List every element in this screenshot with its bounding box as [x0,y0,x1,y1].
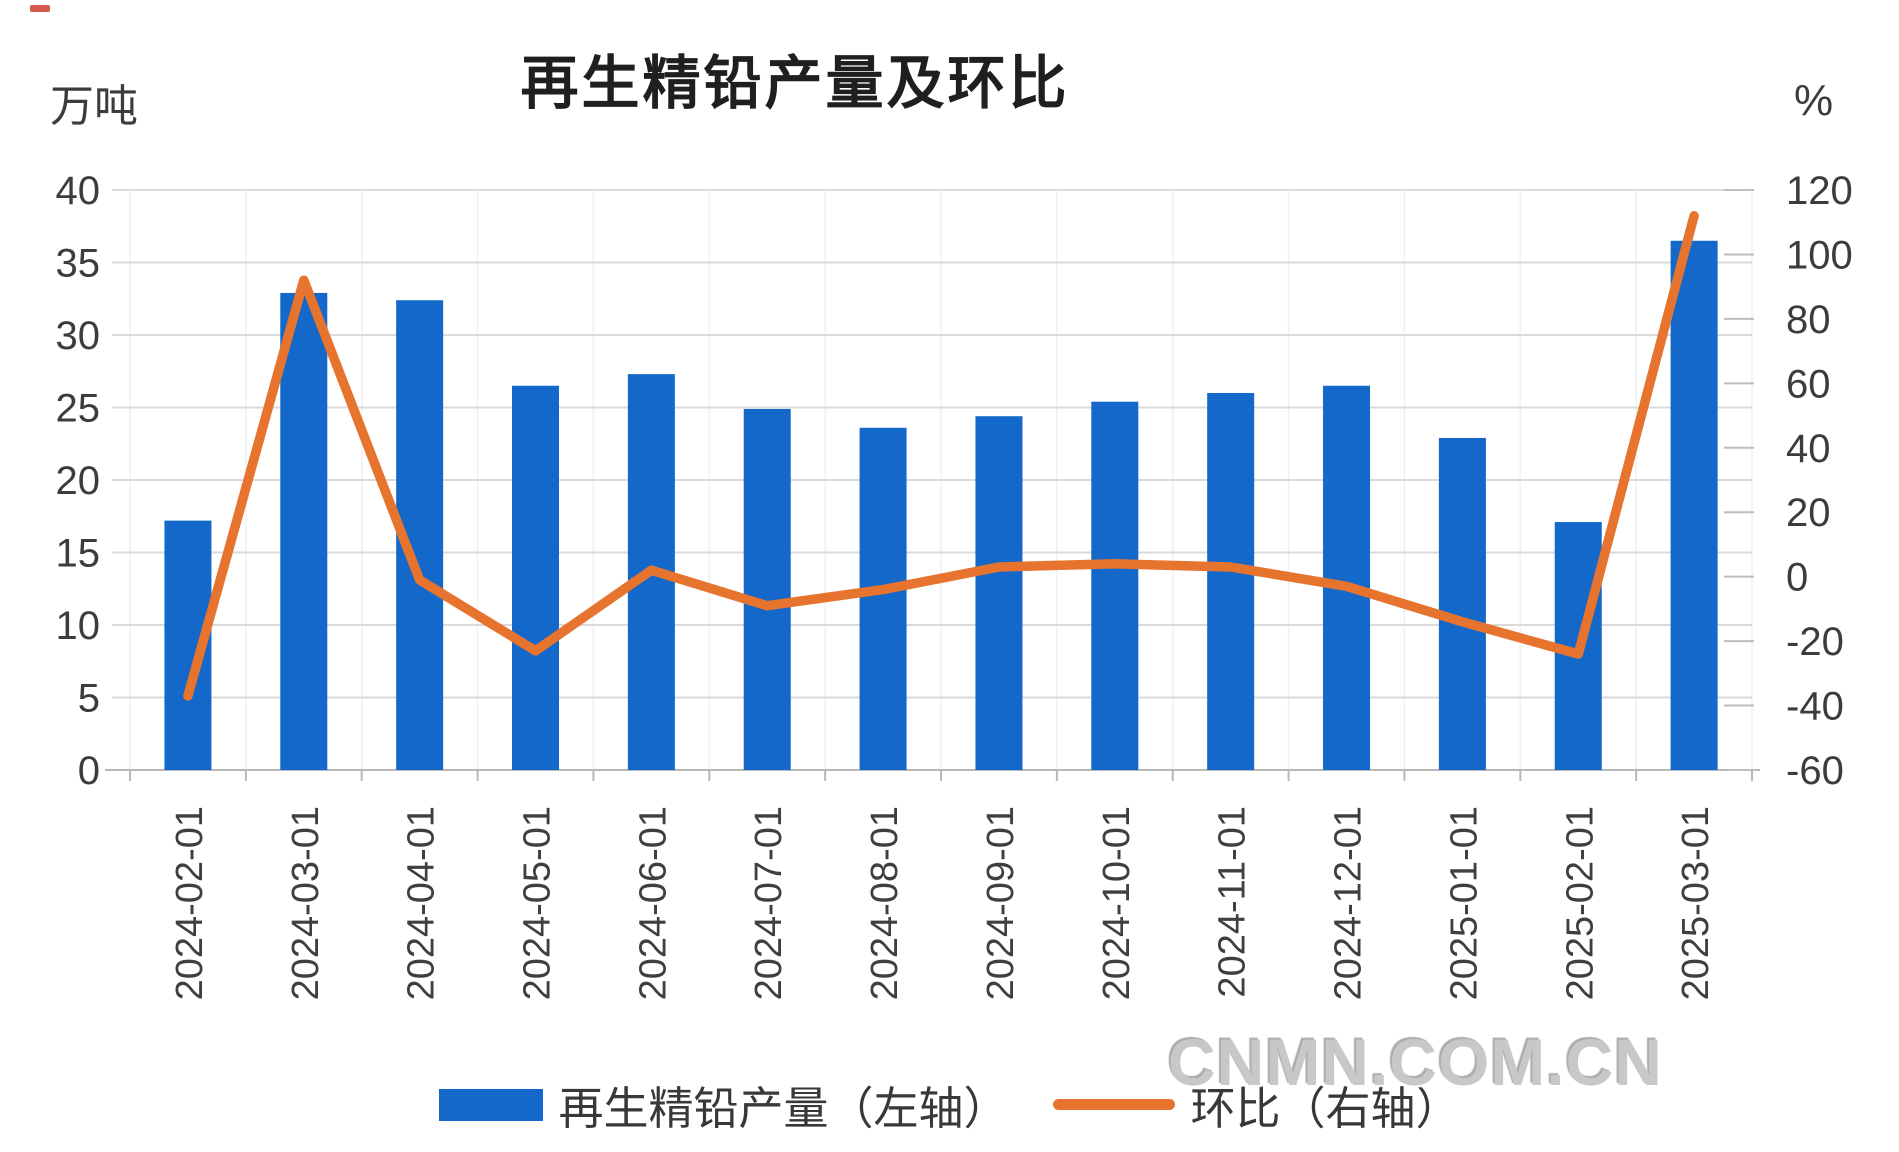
line-series-swatch [1052,1099,1175,1110]
x-date-label: 2024-07-01 [748,806,790,1000]
y-tick-label-right: 60 [1786,362,1831,406]
y-tick-label-left: 20 [56,459,101,503]
y-tick-label-right: 120 [1786,169,1853,213]
legend-item-mom: 环比（右轴） [1052,1072,1461,1137]
production-bar [743,408,791,770]
production-bar [1323,385,1371,770]
bar-series-swatch [438,1088,543,1121]
production-bar [859,427,907,770]
production-bar [1091,401,1139,770]
x-date-label: 2024-05-01 [517,806,559,1000]
legend: 再生精铅产量（左轴） 环比（右轴） [438,1072,1461,1137]
y-tick-label-right: -60 [1786,749,1844,793]
y-tick-label-right: 80 [1786,298,1831,342]
y-tick-label-right: 20 [1786,491,1831,535]
legend-label-production: 再生精铅产量（左轴） [558,1083,1009,1134]
x-date-label: 2025-02-01 [1559,806,1601,1000]
production-bar [1438,437,1486,770]
production-bar [280,292,328,770]
production-bar [1670,240,1718,770]
x-date-label: 2025-03-01 [1675,806,1717,1000]
y-tick-label-left: 0 [78,749,100,793]
y-tick-label-left: 40 [56,169,101,213]
y-tick-label-left: 10 [56,604,101,648]
y-tick-label-right: 0 [1786,556,1808,600]
y-tick-label-right: 40 [1786,427,1831,471]
x-date-label: 2025-01-01 [1443,806,1485,1000]
watermark: CNMN.COM.CN [1168,1025,1663,1099]
x-date-label: 2024-11-01 [1212,806,1254,998]
chart-title: 再生精铅产量及环比 [520,51,1070,116]
mom-line [183,211,1699,701]
x-date-label: 2024-12-01 [1328,806,1370,1000]
y-tick-label-left: 25 [56,387,101,431]
x-date-label: 2024-08-01 [864,806,906,1000]
y-tick-label-right: -40 [1786,685,1844,729]
right-axis-unit-label: % [1794,76,1834,125]
x-date-label: 2024-09-01 [980,806,1022,1000]
x-date-label: 2024-06-01 [632,806,674,1000]
left-axis-unit-label: 万吨 [50,82,138,131]
production-bar [512,385,560,770]
y-tick-label-right: 100 [1786,233,1853,277]
legend-label-mom: 环比（右轴） [1190,1083,1461,1134]
scan-artifact-mark [30,5,50,12]
x-date-label: 2024-02-01 [169,806,211,1000]
x-date-label: 2024-10-01 [1096,806,1138,1000]
x-date-label: 2024-04-01 [401,806,443,1000]
y-tick-label-left: 35 [56,242,101,286]
production-bar [975,416,1023,770]
production-bar [1207,393,1255,770]
y-tick-label-left: 30 [56,314,101,358]
y-tick-label-right: -20 [1786,620,1844,664]
y-tick-label-left: 15 [56,532,101,576]
legend-item-production: 再生精铅产量（左轴） [438,1072,1009,1137]
x-date-label: 2024-03-01 [285,806,327,1000]
y-tick-label-left: 5 [78,677,100,721]
